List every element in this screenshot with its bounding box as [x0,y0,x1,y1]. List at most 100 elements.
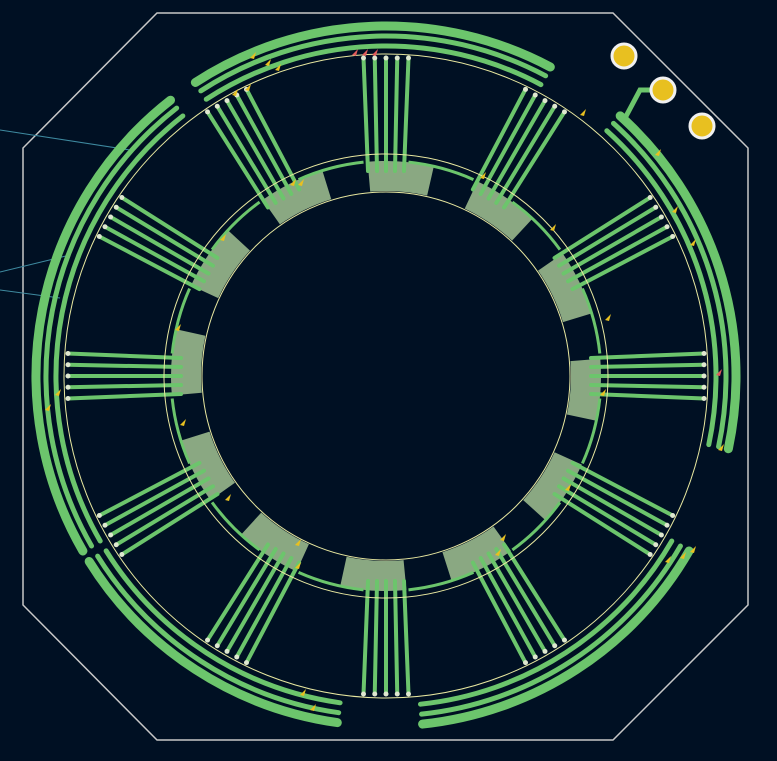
outer-trace [604,128,719,448]
trace [566,468,670,528]
coil-loop [170,398,191,465]
via [532,654,538,660]
copper-layer [31,21,741,729]
trace [589,351,706,360]
via [670,513,676,519]
via [701,373,707,379]
trace [557,205,658,268]
via [523,86,529,92]
marker [665,556,671,563]
outer-trace [43,105,180,549]
via [119,195,125,201]
via [701,396,707,401]
via [361,691,366,697]
via [542,98,548,104]
board-outline [22,12,749,741]
marker [300,689,306,696]
via [108,532,114,538]
via [532,92,538,98]
trace [402,579,411,696]
via [372,55,378,61]
trace [372,56,379,173]
trace [570,234,675,292]
trace [494,547,557,648]
marker [45,404,51,411]
via [523,660,529,666]
marker [718,444,724,451]
marker [480,172,486,179]
outer-trace [190,21,555,87]
coil-loop [581,287,602,354]
edge-circle [63,53,709,699]
via [119,551,125,557]
trace [244,560,302,665]
trace [66,351,183,360]
trace [566,224,670,284]
marker [600,389,606,396]
marker [500,534,506,541]
via [108,214,114,220]
trace [502,542,567,643]
trace [205,542,270,643]
marker [295,539,301,546]
marker [716,369,722,376]
trace [494,104,557,205]
coil-loop [408,160,475,181]
via [647,195,653,201]
trace [502,109,567,210]
marker [605,314,611,321]
trace [361,579,370,696]
coil-loop [297,160,364,181]
trace [561,215,664,276]
ratsnest-line [0,289,61,299]
trace [589,383,706,390]
trace [478,556,538,660]
via [406,55,411,61]
via [701,362,707,368]
ratsnest-line [0,129,131,151]
coil-loop [511,200,562,251]
trace [119,195,220,260]
marker [298,179,304,186]
marker [225,494,231,501]
trace [552,195,653,260]
marker [245,84,251,91]
via [647,551,653,557]
via [113,204,119,210]
trace [215,547,278,648]
trace [244,87,302,192]
trace [570,460,675,518]
via [561,109,567,115]
via [383,691,389,697]
trace [114,484,215,547]
via [542,648,548,654]
marker [690,239,696,246]
trace [66,392,183,401]
via [113,542,119,548]
coil-loop [408,571,475,592]
trace [552,492,653,557]
marker [175,324,181,331]
trace [102,224,206,284]
coil-loop [210,501,261,552]
coil-loop [511,501,562,552]
via [701,351,707,356]
marker [580,109,586,116]
marker [250,52,256,59]
outer-trace [95,553,342,716]
via [102,224,108,230]
marker [550,224,556,231]
via [653,542,659,548]
trace [470,87,528,192]
via [102,522,108,528]
trace [114,205,215,268]
via [224,648,230,654]
outer-trace [419,543,683,717]
trace [557,484,658,547]
trace [402,56,411,173]
via [394,55,400,61]
trace [97,460,202,518]
outer-trace [611,120,729,450]
via [383,55,389,61]
